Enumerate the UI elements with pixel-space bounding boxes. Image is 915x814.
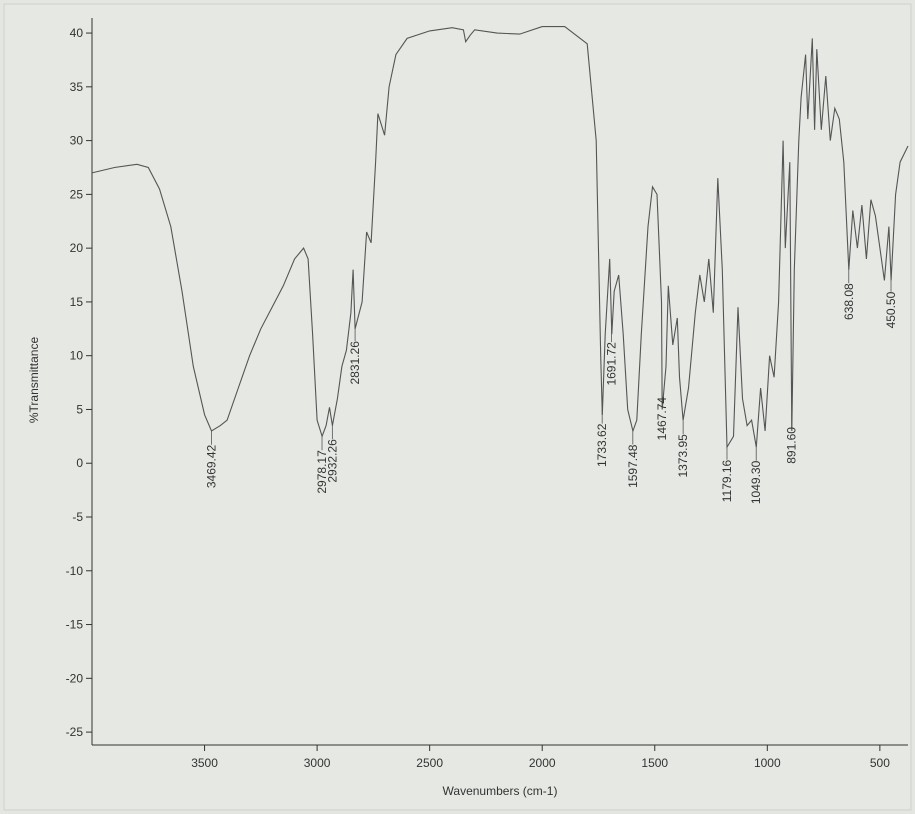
y-tick-label: -10: [66, 564, 84, 578]
y-tick-label: -25: [66, 725, 84, 739]
x-tick-label: 1000: [754, 756, 781, 770]
y-tick-label: -20: [66, 671, 84, 685]
peak-label: 1597.48: [626, 444, 640, 488]
spectrum-line: [91, 26, 909, 449]
peak-label: 1691.72: [605, 342, 619, 386]
y-tick-label: -5: [72, 510, 83, 524]
peak-label: 638.08: [842, 283, 856, 320]
peak-label: 3469.42: [204, 444, 218, 488]
y-tick-label: 35: [70, 80, 84, 94]
x-tick-label: 2000: [529, 756, 556, 770]
peak-label: 450.50: [884, 291, 898, 328]
peak-label: 1373.95: [676, 434, 690, 478]
peak-label: 1179.16: [720, 459, 734, 502]
peak-label: 2831.26: [348, 341, 362, 385]
peak-label: 891.60: [785, 427, 799, 464]
x-tick-label: 3500: [191, 756, 218, 770]
y-axis-label: %Transmittance: [27, 337, 41, 424]
peak-label: 1049.30: [749, 460, 763, 504]
x-tick-label: 1500: [641, 756, 668, 770]
x-tick-label: 3000: [304, 756, 331, 770]
y-tick-label: -15: [66, 618, 84, 632]
y-tick-label: 5: [76, 402, 83, 416]
y-tick-label: 10: [70, 349, 84, 363]
y-tick-label: 0: [76, 456, 83, 470]
y-tick-label: 15: [70, 295, 84, 309]
peak-label: 2932.26: [325, 439, 339, 483]
y-tick-label: 20: [70, 241, 84, 255]
x-tick-label: 500: [870, 756, 890, 770]
peak-label: 2978.17: [315, 450, 329, 494]
frame: [3, 3, 912, 811]
peak-label: 1733.62: [595, 423, 609, 467]
y-tick-label: 25: [70, 187, 84, 201]
peak-label: 1467.74: [655, 397, 669, 441]
x-axis-label: Wavenumbers (cm-1): [443, 784, 558, 798]
y-tick-label: 30: [70, 134, 84, 148]
y-tick-label: 40: [70, 26, 84, 40]
x-tick-label: 2500: [416, 756, 443, 770]
